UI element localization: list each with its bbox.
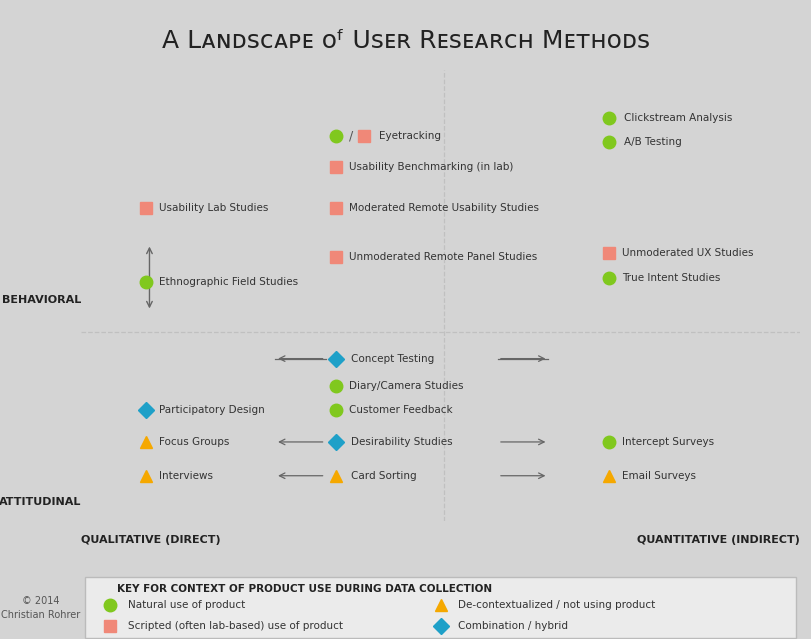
Text: /: / bbox=[349, 129, 353, 142]
Text: Intercept Surveys: Intercept Surveys bbox=[621, 437, 714, 447]
Text: Moderated Remote Usability Studies: Moderated Remote Usability Studies bbox=[349, 203, 539, 213]
Text: Usability Lab Studies: Usability Lab Studies bbox=[159, 203, 268, 213]
Text: Ethnographic Field Studies: Ethnographic Field Studies bbox=[159, 277, 298, 287]
Text: Usability Benchmarking (in lab): Usability Benchmarking (in lab) bbox=[349, 162, 513, 172]
Text: © 2014: © 2014 bbox=[22, 596, 59, 606]
Text: Concept Testing: Concept Testing bbox=[350, 353, 433, 364]
Text: Email Surveys: Email Surveys bbox=[621, 471, 696, 481]
Text: Combination / hybrid: Combination / hybrid bbox=[458, 621, 568, 631]
Text: Natural use of product: Natural use of product bbox=[128, 600, 245, 610]
Text: Participatory Design: Participatory Design bbox=[159, 405, 264, 415]
Text: A Lᴀɴᴅsᴄᴀᴘᴇ ᴏᶠ Usᴇʀ Rᴇsᴇᴀʀᴄʜ Mᴇᴛʜᴏᴅs: A Lᴀɴᴅsᴄᴀᴘᴇ ᴏᶠ Usᴇʀ Rᴇsᴇᴀʀᴄʜ Mᴇᴛʜᴏᴅs bbox=[161, 29, 650, 53]
Text: ATTITUDINAL: ATTITUDINAL bbox=[0, 497, 81, 507]
Text: Diary/Camera Studies: Diary/Camera Studies bbox=[349, 381, 463, 390]
Text: Scripted (often lab-based) use of product: Scripted (often lab-based) use of produc… bbox=[128, 621, 342, 631]
Text: Clickstream Analysis: Clickstream Analysis bbox=[623, 112, 732, 123]
Text: De-contextualized / not using product: De-contextualized / not using product bbox=[458, 600, 655, 610]
FancyBboxPatch shape bbox=[84, 577, 796, 638]
Text: Customer Feedback: Customer Feedback bbox=[349, 405, 453, 415]
Text: Focus Groups: Focus Groups bbox=[159, 437, 229, 447]
Text: BEHAVIORAL: BEHAVIORAL bbox=[2, 295, 81, 305]
Text: Unmoderated UX Studies: Unmoderated UX Studies bbox=[621, 248, 753, 258]
Text: Eyetracking: Eyetracking bbox=[379, 130, 441, 141]
Text: QUALITATIVE (DIRECT): QUALITATIVE (DIRECT) bbox=[81, 535, 221, 545]
Text: Desirability Studies: Desirability Studies bbox=[350, 437, 452, 447]
Text: Christian Rohrer: Christian Rohrer bbox=[1, 610, 80, 620]
Text: QUANTITATIVE (INDIRECT): QUANTITATIVE (INDIRECT) bbox=[636, 535, 799, 545]
Text: Unmoderated Remote Panel Studies: Unmoderated Remote Panel Studies bbox=[349, 252, 537, 262]
Text: Card Sorting: Card Sorting bbox=[350, 471, 416, 481]
Text: KEY FOR CONTEXT OF PRODUCT USE DURING DATA COLLECTION: KEY FOR CONTEXT OF PRODUCT USE DURING DA… bbox=[117, 584, 491, 594]
Text: True Intent Studies: True Intent Studies bbox=[621, 272, 720, 282]
Text: A/B Testing: A/B Testing bbox=[623, 137, 680, 148]
Text: Interviews: Interviews bbox=[159, 471, 212, 481]
